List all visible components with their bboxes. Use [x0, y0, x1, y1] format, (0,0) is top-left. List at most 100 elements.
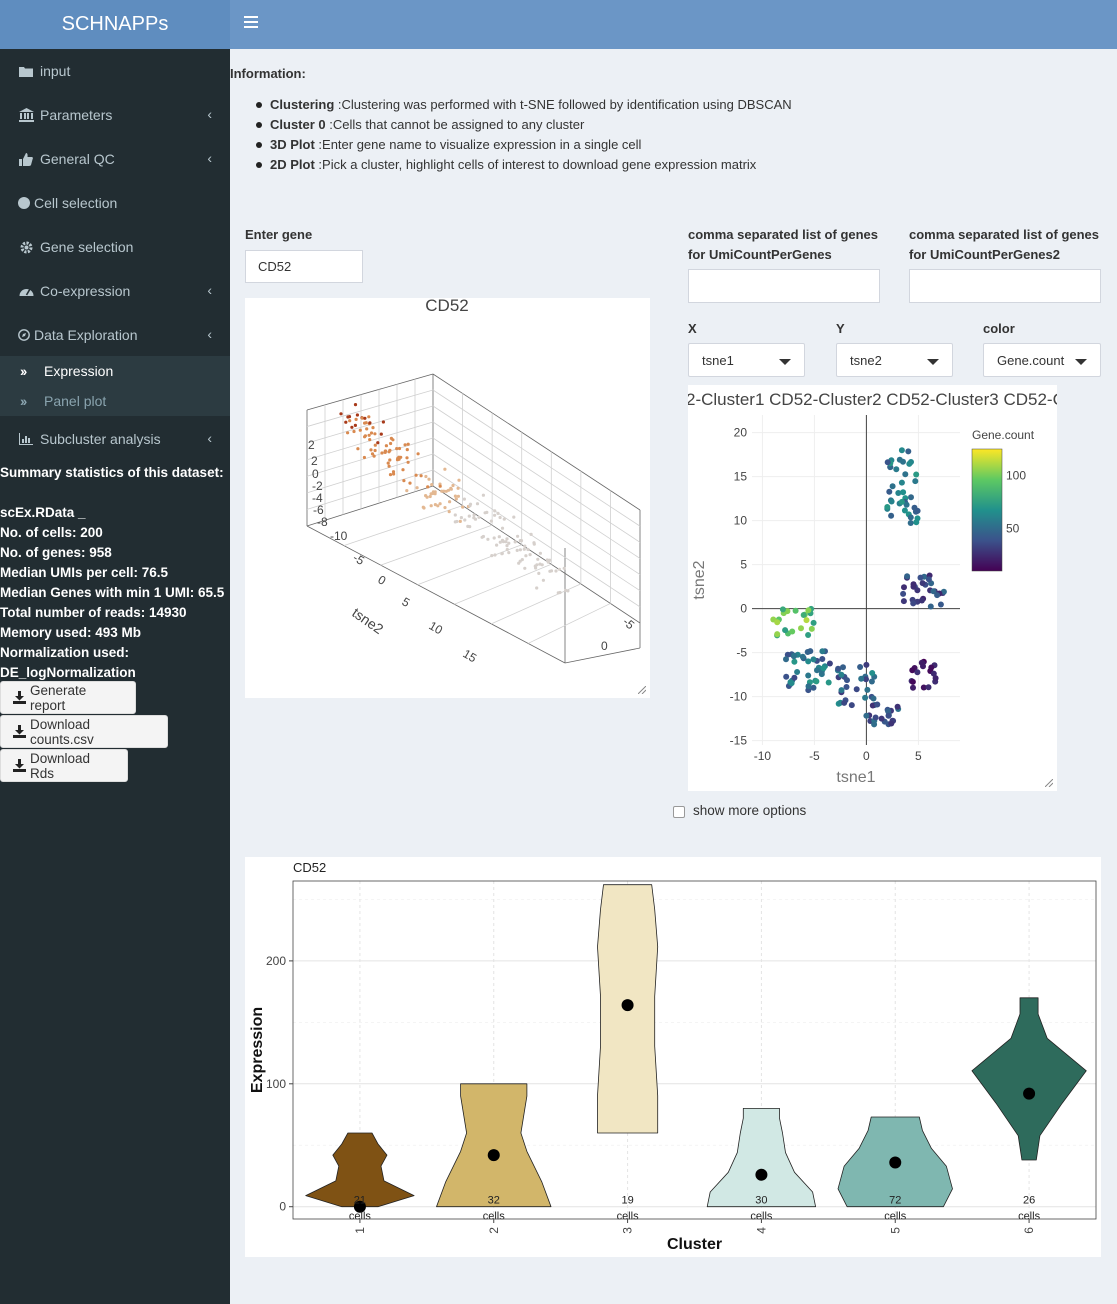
plot-3d-point: [566, 589, 570, 593]
download-counts-button[interactable]: Download counts.csv: [0, 715, 168, 748]
sidebar-item-cell-selection[interactable]: Cell selection: [0, 181, 230, 225]
plot-3d-point: [562, 566, 566, 570]
plot-3d-point: [456, 494, 460, 498]
plot-3d-point: [453, 494, 457, 498]
sidebar-item-data-exploration[interactable]: Data Exploration ‹: [0, 313, 230, 357]
submenu-item-expression[interactable]: ›› Expression: [0, 356, 230, 386]
plot-3d-point: [405, 456, 409, 460]
umi-genes-input[interactable]: [688, 269, 880, 303]
plot-3d-point: [362, 455, 366, 460]
violin-title: CD52: [293, 860, 326, 875]
tsne-point: [838, 687, 845, 694]
plot-3d-point: [408, 481, 412, 485]
violin-plot[interactable]: CD5221cells32cells19cells30cells72cells2…: [245, 857, 1101, 1257]
tsne-point: [903, 501, 910, 508]
plot-3d-title: CD52: [425, 298, 468, 315]
plot-3d-point: [356, 447, 360, 451]
tsne-y-tick: -10: [730, 690, 748, 704]
submenu-item-panel-plot[interactable]: ›› Panel plot: [0, 386, 230, 416]
info-item: 2D Plot :Pick a cluster, highlight cells…: [254, 155, 792, 175]
plot-3d-point: [406, 442, 410, 446]
violin-y-tick: 0: [279, 1200, 286, 1214]
generate-report-button[interactable]: Generate report: [0, 681, 136, 714]
plot-3d-point: [444, 489, 448, 493]
tsne-point: [919, 580, 926, 587]
sidebar-item-gene-selection[interactable]: Gene selection: [0, 225, 230, 269]
plot-3d-point: [512, 515, 516, 519]
tsne-point: [869, 670, 876, 676]
sidebar-item-general-qc[interactable]: General QC ‹: [0, 137, 230, 181]
tsne-point: [868, 678, 875, 685]
plot-3d-point: [546, 560, 550, 564]
tsne-point: [810, 684, 817, 691]
sidebar-item-parameters[interactable]: Parameters ‹: [0, 93, 230, 137]
tsne-point: [863, 676, 869, 683]
violin-cells-label: cells: [750, 1211, 773, 1223]
tsne-point: [937, 601, 944, 608]
resize-grip-icon[interactable]: [638, 686, 646, 694]
violin-plot-panel[interactable]: CD52 21 cells 32 cells 19 cells 30 cells 72 cells 2…: [245, 857, 1101, 1257]
plot-3d-vert-tick: -6: [313, 503, 324, 517]
plot-3d-point: [395, 447, 399, 451]
plot-3d[interactable]: CD52 2 2 0 -2 -4 -6 -8 -10 -5 0 5 10 15 …: [245, 296, 650, 698]
sidebar-item-label: Data Exploration: [34, 327, 138, 343]
violin-cell-count: 21: [354, 1195, 366, 1207]
download-rds-button[interactable]: Download Rds: [0, 749, 128, 782]
color-select-label: color: [983, 321, 1015, 336]
umi-genes2-input[interactable]: [909, 269, 1101, 303]
y-axis-select[interactable]: tsne2: [836, 343, 953, 377]
plot-3d-point: [392, 472, 396, 476]
tsne-point: [813, 678, 820, 685]
stats-line: Memory used: 493 Mb: [0, 625, 142, 640]
sidebar-item-subcluster-analysis[interactable]: Subcluster analysis ‹: [0, 417, 230, 461]
button-label: Download Rds: [30, 750, 91, 781]
tsne-2d-plot[interactable]: 2-Cluster1 CD52-Cluster2 CD52-Cluster3 C…: [688, 385, 1057, 791]
plot-3d-point: [429, 504, 433, 508]
tsne-point: [805, 672, 812, 679]
tsne-point: [774, 619, 781, 626]
violin-cells-label: cells: [1018, 1211, 1041, 1223]
tsne-point: [885, 712, 892, 719]
resize-grip-icon[interactable]: [1045, 779, 1053, 787]
plot-3d-point: [427, 477, 431, 481]
tsne-point: [791, 658, 798, 665]
plot-3d-panel[interactable]: CD52 2 2 0 -2 -4 -6 -8 -10 -5 0 5 10 15 …: [245, 296, 650, 698]
tsne-point: [932, 675, 939, 682]
show-more-options-label[interactable]: show more options: [693, 803, 807, 818]
plot-3d-point: [428, 494, 432, 499]
app-title: SCHNAPPs: [61, 13, 169, 35]
plot-3d-point: [354, 417, 358, 421]
tsne-point: [835, 665, 842, 672]
plot-3d-point: [355, 413, 359, 417]
tsne-point: [870, 695, 877, 702]
tsne-point: [913, 471, 920, 478]
sidebar-item-input[interactable]: input: [0, 49, 230, 93]
show-more-options-checkbox[interactable]: [673, 806, 685, 818]
plot-3d-point: [497, 535, 501, 539]
tsne-point: [792, 607, 799, 614]
sidebar-item-co-expression[interactable]: Co-expression ‹: [0, 269, 230, 313]
tsne-point: [798, 625, 804, 632]
tsne-point: [872, 714, 879, 721]
plot-3d-point: [505, 544, 509, 548]
tsne-point: [906, 460, 913, 467]
chevron-left-icon: ‹: [207, 106, 212, 122]
app-logo[interactable]: SCHNAPPs: [0, 0, 230, 49]
color-select[interactable]: Gene.count: [983, 343, 1101, 377]
tsne-2d-panel[interactable]: 2-Cluster1 CD52-Cluster2 CD52-Cluster3 C…: [688, 385, 1057, 791]
tsne-point: [782, 627, 789, 634]
hamburger-menu-icon[interactable]: [244, 16, 258, 30]
x-axis-select[interactable]: tsne1: [688, 343, 805, 377]
tsne-point: [843, 684, 850, 690]
sidebar-item-label: input: [40, 63, 71, 79]
gene-input[interactable]: CD52: [245, 250, 363, 283]
plot-3d-point: [389, 441, 393, 446]
sidebar-item-label: General QC: [40, 151, 115, 167]
tsne-y-tick: 15: [734, 470, 748, 484]
tsne-point: [910, 581, 917, 588]
plot-3d-point: [447, 510, 451, 514]
plot-3d-point: [397, 446, 402, 451]
plot-3d-point: [532, 542, 536, 546]
tsne-point: [844, 677, 850, 684]
plot-3d-point: [486, 537, 490, 541]
